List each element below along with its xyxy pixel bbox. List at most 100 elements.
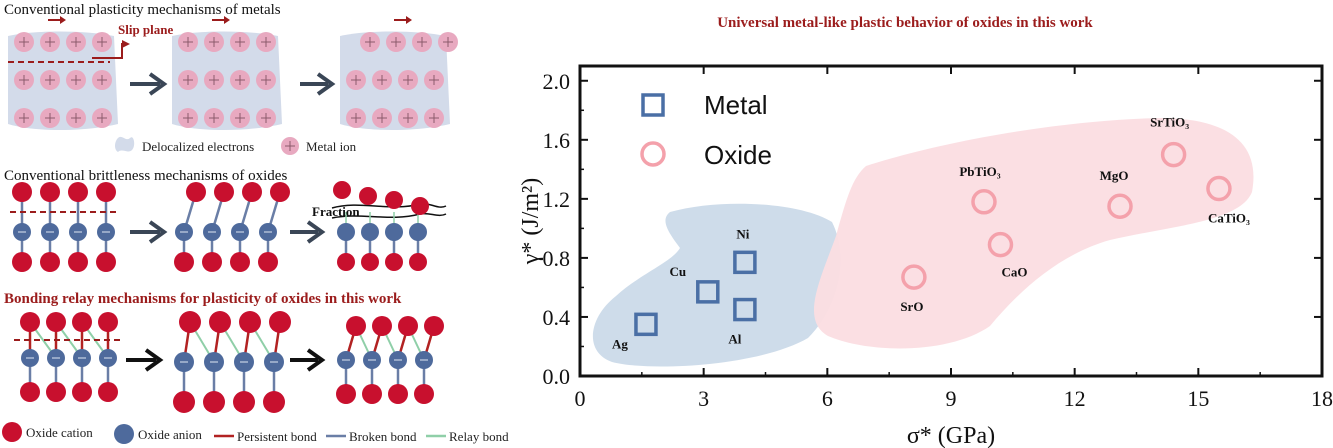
oxide-cation (336, 384, 356, 404)
oxide-cation (98, 382, 118, 402)
axis-tick-labels: 0 3 6 9 12 15 18 0.0 0.4 0.8 1.2 1.6 2.0 (543, 69, 1333, 411)
oxide-point (1206, 175, 1232, 202)
oxide-cation (46, 382, 66, 402)
metal-point-al (733, 297, 757, 322)
electron-cloud (340, 31, 450, 130)
point-label: Al (728, 332, 741, 347)
oxide-cation (242, 182, 262, 202)
metal-arrow-2 (300, 72, 336, 96)
brittle-state-3 (331, 181, 447, 271)
oxide-anion (337, 223, 355, 241)
slip-plane-label: Slip plane (118, 22, 174, 37)
oxide-anion (385, 223, 403, 241)
y-tick-label: 1.2 (543, 187, 571, 212)
oxide-point (1107, 193, 1133, 219)
oxide-cation (72, 382, 92, 402)
point-label: PbTiO₃ (959, 164, 1000, 179)
oxide-cation (239, 311, 261, 333)
chart-legend: Metal Oxide (640, 90, 772, 170)
point-label: SrO (900, 299, 923, 314)
oxide-cation (337, 253, 355, 271)
y-tick-label: 0.0 (543, 364, 571, 389)
oxide-cation (269, 311, 291, 333)
electron-cloud (172, 31, 282, 130)
metal-lattice-states (8, 16, 458, 130)
oxide-cation (12, 252, 32, 272)
oxide-cation (333, 181, 351, 199)
legend-oxide-text: Oxide (704, 140, 772, 170)
fraction-label: Fraction (312, 204, 360, 219)
metal-arrow-1 (130, 72, 168, 96)
oxide-cation (411, 197, 429, 215)
y-axis-label: γ* (J/m²) (518, 178, 544, 265)
legend-broken-bond: Broken bond (349, 429, 417, 444)
legend-metal-marker (641, 93, 665, 117)
oxide-cation (372, 316, 392, 336)
oxide-cation (362, 384, 382, 404)
oxide-cation (385, 191, 403, 209)
chart-title: Universal metal-like plastic behavior of… (717, 15, 1093, 31)
legend-oxide-cation: Oxide cation (26, 425, 93, 440)
brittle-state-1 (10, 182, 120, 272)
legend-delocalized: Delocalized electrons (142, 139, 254, 154)
scatter-chart: Universal metal-like plastic behavior of… (518, 15, 1333, 448)
oxide-cation (72, 312, 92, 332)
metal-point-cu (696, 280, 720, 304)
oxide-region (813, 118, 1254, 349)
point-label: SrTiO₃ (1150, 115, 1189, 130)
x-tick-label: 15 (1187, 386, 1209, 411)
oxide-anion (409, 223, 427, 241)
oxide-cation (68, 182, 88, 202)
x-tick-label: 9 (946, 386, 957, 411)
section1-title: Conventional plasticity mechanisms of me… (4, 2, 281, 18)
brittle-arrow-2 (290, 220, 326, 244)
oxide-cation (202, 252, 222, 272)
oxide-cation (186, 182, 206, 202)
point-label: MgO (1100, 168, 1129, 183)
point-label: Ni (736, 226, 749, 241)
point-label: CaTiO₃ (1208, 211, 1250, 226)
mechanisms-panel: Conventional plasticity mechanisms of me… (2, 2, 509, 444)
oxide-cation (12, 182, 32, 202)
legend-oxide-anion: Oxide anion (138, 427, 202, 442)
oxide-cation (96, 182, 116, 202)
oxide-anion (361, 223, 379, 241)
oxide-brittle-states (10, 181, 447, 272)
oxide-cation (96, 252, 116, 272)
data-points (634, 141, 1232, 337)
metal-state-1 (8, 16, 118, 130)
oxide-cation (209, 311, 231, 333)
y-tick-label: 2.0 (543, 69, 571, 94)
y-tick-label: 1.6 (543, 128, 571, 153)
section2-title: Conventional brittleness mechanisms of o… (4, 168, 287, 184)
relay-state-3 (336, 316, 444, 404)
oxide-cation (359, 187, 377, 205)
oxide-point (901, 264, 927, 290)
x-tick-label: 12 (1064, 386, 1086, 411)
oxide-cation (263, 391, 285, 413)
oxide-cation (388, 384, 408, 404)
legend-persistent-bond: Persistent bond (237, 429, 317, 444)
x-tick-label: 3 (698, 386, 709, 411)
oxide-cation (409, 253, 427, 271)
relay-arrow-1 (126, 348, 164, 372)
oxide-cation (398, 316, 418, 336)
oxide-cation (214, 182, 234, 202)
oxide-anion-swatch (114, 424, 134, 444)
relay-arrow-2 (290, 348, 326, 372)
axis-ticks (579, 66, 1323, 377)
oxide-cation (414, 384, 434, 404)
legend-oxide-marker (640, 141, 666, 167)
oxide-cation (203, 391, 225, 413)
x-tick-label: 6 (822, 386, 833, 411)
slip-plane-pointer-head (122, 40, 130, 48)
metal-state-2 (172, 16, 282, 130)
oxide-point (987, 231, 1014, 258)
oxide-point (1160, 141, 1187, 168)
oxide-cation (385, 253, 403, 271)
oxide-cation (20, 312, 40, 332)
metal-state-3 (340, 16, 458, 130)
point-label: CaO (1001, 265, 1027, 280)
point-label: Cu (669, 264, 686, 279)
oxide-point (971, 189, 997, 215)
